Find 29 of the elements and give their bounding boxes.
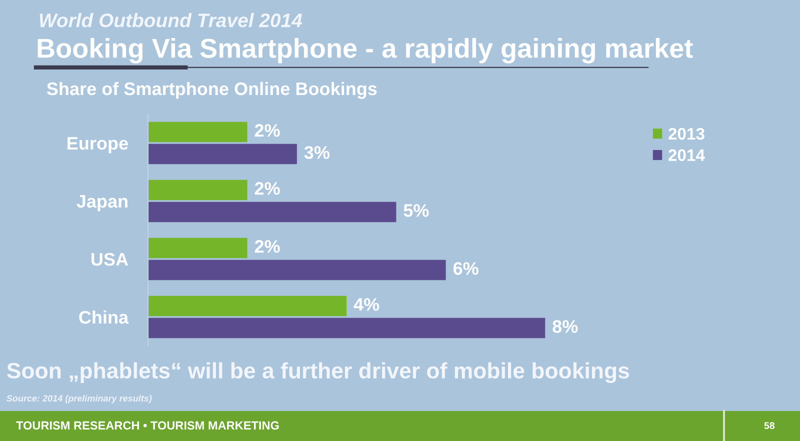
bar [148,296,347,316]
y-tick-label: Japan [76,195,128,212]
text: TOURISM RESEARCH • TOURISM MARKETING [16,421,279,430]
chart-subtitle: Share of Smartphone Online Bookings [46,82,377,99]
legend-label: 2014 [668,149,705,162]
y-tick-label: Europe [68,137,128,154]
chart-title: Booking Via Smartphone - a rapidly gaining market [38,38,693,64]
text: World Outbound Travel 2014 [40,12,302,28]
text: 58 [764,422,775,430]
bar [148,318,546,338]
data-label: 5% [404,204,429,217]
data-label: 6% [453,262,478,275]
data-label: 4% [354,298,380,311]
bar [148,122,248,142]
source-note: Source: 2014 (preliminary results) [6,394,152,404]
data-label: 2% [254,240,280,253]
data-label: 2% [254,124,280,137]
legend-label: 2013 [668,128,704,140]
bar [148,180,248,200]
data-label: 2% [254,182,280,195]
bar [148,260,446,280]
data-label: 8% [552,320,578,333]
bar [148,238,248,258]
bar [148,202,396,222]
bar [148,144,297,164]
data-label: 3% [304,146,330,159]
text: Soon „phablets“ will be a further driver of mobile bookings [7,362,630,384]
y-tick-label: USA [92,252,128,266]
y-tick-label: China [79,310,129,324]
